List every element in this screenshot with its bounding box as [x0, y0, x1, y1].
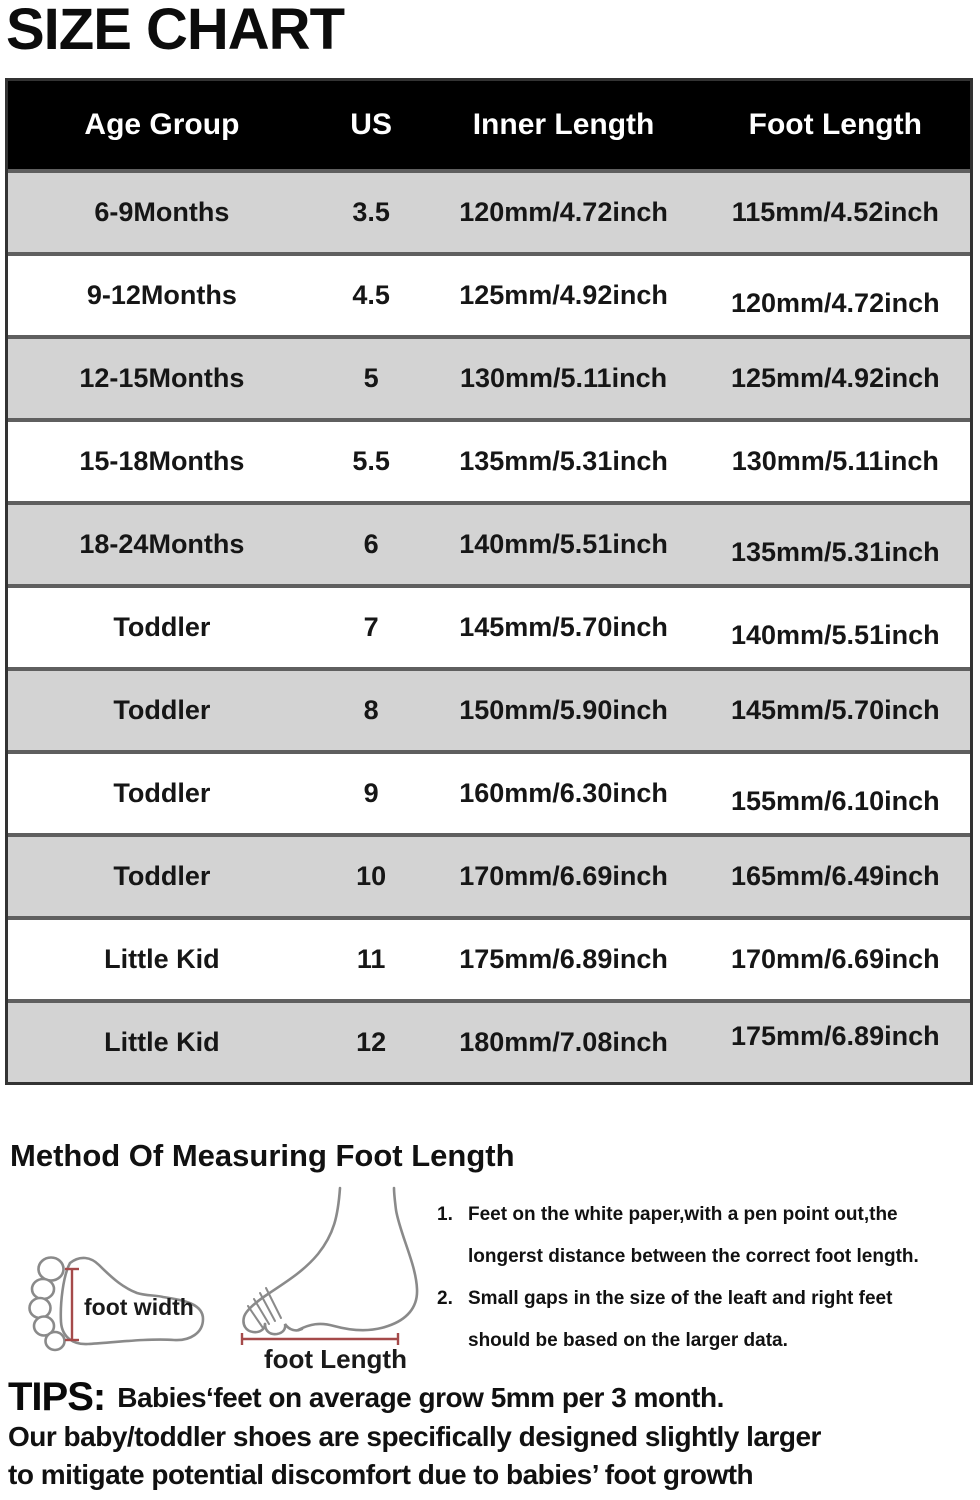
header-inner-length: Inner Length	[472, 108, 655, 141]
toe-hatch-lines	[247, 1287, 282, 1329]
foot-length-label: foot Length	[264, 1344, 407, 1374]
tips-section: TIPS: Babies‘feet on average grow 5mm pe…	[8, 1376, 976, 1494]
cell-inner-length: 170mm/6.69inch	[459, 860, 668, 891]
tips-first-line: TIPS: Babies‘feet on average grow 5mm pe…	[8, 1376, 976, 1418]
cell-us-size: 12	[356, 1026, 387, 1057]
instruction-text: Feet on the white paper,with a pen point…	[468, 1194, 977, 1278]
cell-foot-length: 170mm/6.69inch	[730, 943, 940, 974]
cell-us-size: 11	[356, 943, 386, 974]
tips-text-line2: Our baby/toddler shoes are specifically …	[8, 1421, 821, 1452]
tips-label: TIPS:	[8, 1375, 106, 1419]
cell-age-group: Toddler	[113, 694, 211, 725]
size-table: Age Group US Inner Length Foot Length 6-…	[5, 78, 973, 1085]
instruction-item: 2. Small gaps in the size of the leaft a…	[437, 1278, 977, 1362]
cell-us-size: 10	[356, 860, 387, 891]
cell-foot-length: 140mm/5.51inch	[730, 619, 940, 650]
method-heading: Method Of Measuring Foot Length	[10, 1138, 515, 1173]
table-row: 15-18Months 5.5 135mm/5.31inch 130mm/5.1…	[8, 418, 970, 501]
cell-foot-length: 155mm/6.10inch	[730, 785, 940, 816]
foot-sole-heel-outline	[296, 1186, 419, 1332]
table-row: 18-24Months 6 140mm/5.51inch 135mm/5.31i…	[8, 501, 970, 584]
cell-foot-length: 115mm/4.52inch	[731, 196, 939, 227]
instruction-number: 2.	[437, 1288, 453, 1309]
cell-foot-length: 120mm/4.72inch	[730, 287, 940, 318]
header-age-group: Age Group	[84, 108, 240, 141]
cell-us-size: 3.5	[352, 196, 390, 227]
cell-us-size: 5	[363, 362, 379, 393]
foot-front-outline	[242, 1186, 342, 1334]
cell-foot-length: 145mm/5.70inch	[730, 694, 940, 725]
cell-foot-length: 130mm/5.11inch	[731, 445, 939, 476]
instruction-item: 1. Feet on the white paper,with a pen po…	[437, 1194, 977, 1278]
cell-age-group: Little Kid	[104, 1026, 220, 1057]
header-foot-length: Foot Length	[748, 108, 922, 141]
table-row: Little Kid 12 180mm/7.08inch 175mm/6.89i…	[8, 999, 970, 1082]
cell-us-size: 9	[363, 777, 379, 808]
cell-age-group: Toddler	[113, 611, 211, 642]
cell-age-group: 9-12Months	[86, 279, 237, 310]
cell-age-group: 18-24Months	[79, 528, 245, 559]
table-row: Toddler 8 150mm/5.90inch 145mm/5.70inch	[8, 667, 970, 750]
cell-age-group: 12-15Months	[79, 362, 245, 393]
cell-age-group: Little Kid	[104, 943, 220, 974]
cell-us-size: 5.5	[352, 445, 390, 476]
cell-age-group: Toddler	[113, 860, 211, 891]
table-row: Toddler 9 160mm/6.30inch 155mm/6.10inch	[8, 750, 970, 833]
cell-us-size: 4.5	[352, 279, 390, 310]
foot-toe-bumps	[263, 1322, 304, 1336]
table-row: Little Kid 11 175mm/6.89inch 170mm/6.69i…	[8, 916, 970, 999]
instruction-line: should be based on the larger data.	[468, 1330, 788, 1351]
toe-circle	[32, 1315, 56, 1337]
tips-text-line3: to mitigate potential discomfort due to …	[8, 1459, 754, 1490]
cell-foot-length: 175mm/6.89inch	[730, 1020, 940, 1051]
cell-inner-length: 120mm/4.72inch	[459, 196, 668, 227]
table-row: 6-9Months 3.5 120mm/4.72inch 115mm/4.52i…	[8, 169, 970, 252]
cell-age-group: Toddler	[113, 777, 211, 808]
foot-width-measure-line	[65, 1267, 79, 1342]
foot-side-diagram	[240, 1186, 419, 1345]
header-us-size: US	[350, 108, 392, 141]
instruction-line: longerst distance between the correct fo…	[468, 1246, 919, 1267]
toe-circle	[37, 1256, 65, 1282]
footprint-diagram	[28, 1256, 205, 1352]
cell-foot-length: 125mm/4.92inch	[730, 362, 940, 393]
cell-inner-length: 135mm/5.31inch	[459, 445, 668, 476]
cell-inner-length: 140mm/5.51inch	[459, 528, 668, 559]
instruction-text: Small gaps in the size of the leaft and …	[468, 1278, 977, 1362]
toe-circle	[44, 1330, 66, 1352]
cell-inner-length: 125mm/4.92inch	[459, 279, 668, 310]
cell-foot-length: 165mm/6.49inch	[730, 860, 940, 891]
footprint-outline	[59, 1256, 205, 1346]
cell-us-size: 8	[363, 694, 379, 725]
cell-us-size: 6	[363, 528, 379, 559]
cell-age-group: 6-9Months	[94, 196, 230, 227]
foot-width-label: foot width	[84, 1294, 194, 1320]
measuring-instructions: 1. Feet on the white paper,with a pen po…	[437, 1194, 977, 1362]
instruction-number: 1.	[437, 1204, 453, 1225]
table-header-row: Age Group US Inner Length Foot Length	[8, 81, 970, 169]
cell-inner-length: 160mm/6.30inch	[459, 777, 668, 808]
cell-inner-length: 130mm/5.11inch	[459, 362, 668, 393]
cell-inner-length: 180mm/7.08inch	[459, 1026, 668, 1057]
toe-circle	[30, 1277, 56, 1301]
table-row: Toddler 10 170mm/6.69inch 165mm/6.49inch	[8, 833, 970, 916]
cell-inner-length: 175mm/6.89inch	[459, 943, 668, 974]
table-row: Toddler 7 145mm/5.70inch 140mm/5.51inch	[8, 584, 970, 667]
table-row: 12-15Months 5 130mm/5.11inch 125mm/4.92i…	[8, 335, 970, 418]
table-row: 9-12Months 4.5 125mm/4.92inch 120mm/4.72…	[8, 252, 970, 335]
toe-circle	[28, 1296, 52, 1320]
cell-us-size: 7	[363, 611, 379, 642]
cell-age-group: 15-18Months	[79, 445, 245, 476]
foot-length-measure-line	[240, 1333, 400, 1345]
page-title: SIZE CHART	[6, 0, 345, 62]
tips-text-line1: Babies‘feet on average grow 5mm per 3 mo…	[117, 1382, 724, 1413]
cell-inner-length: 150mm/5.90inch	[459, 694, 668, 725]
cell-inner-length: 145mm/5.70inch	[459, 611, 668, 642]
cell-foot-length: 135mm/5.31inch	[730, 536, 940, 567]
instruction-line: Feet on the white paper,with a pen point…	[468, 1204, 898, 1225]
instruction-line: Small gaps in the size of the leaft and …	[468, 1288, 893, 1309]
